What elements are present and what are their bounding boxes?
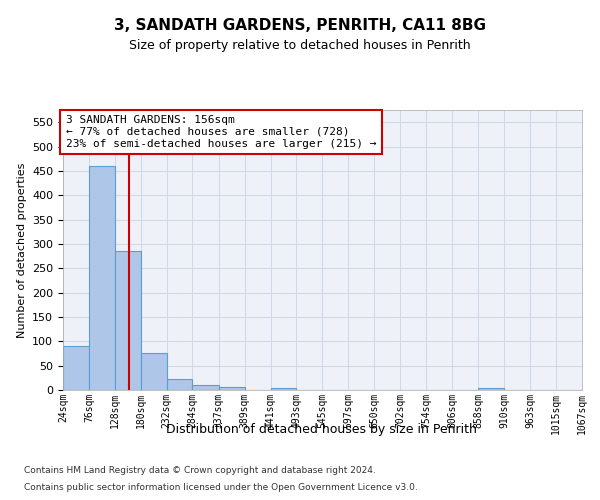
Bar: [193, 385, 219, 390]
Bar: [140, 354, 167, 390]
Bar: [219, 387, 245, 390]
Bar: [89, 166, 115, 390]
Text: 3, SANDATH GARDENS, PENRITH, CA11 8BG: 3, SANDATH GARDENS, PENRITH, CA11 8BG: [114, 18, 486, 32]
Text: Contains HM Land Registry data © Crown copyright and database right 2024.: Contains HM Land Registry data © Crown c…: [24, 466, 376, 475]
Bar: [63, 346, 89, 390]
Bar: [167, 380, 193, 390]
Bar: [271, 388, 296, 390]
Text: 3 SANDATH GARDENS: 156sqm
← 77% of detached houses are smaller (728)
23% of semi: 3 SANDATH GARDENS: 156sqm ← 77% of detac…: [66, 116, 376, 148]
Y-axis label: Number of detached properties: Number of detached properties: [17, 162, 26, 338]
Text: Size of property relative to detached houses in Penrith: Size of property relative to detached ho…: [129, 40, 471, 52]
Text: Distribution of detached houses by size in Penrith: Distribution of detached houses by size …: [166, 422, 476, 436]
Bar: [478, 388, 504, 390]
Text: Contains public sector information licensed under the Open Government Licence v3: Contains public sector information licen…: [24, 484, 418, 492]
Bar: [115, 251, 140, 390]
